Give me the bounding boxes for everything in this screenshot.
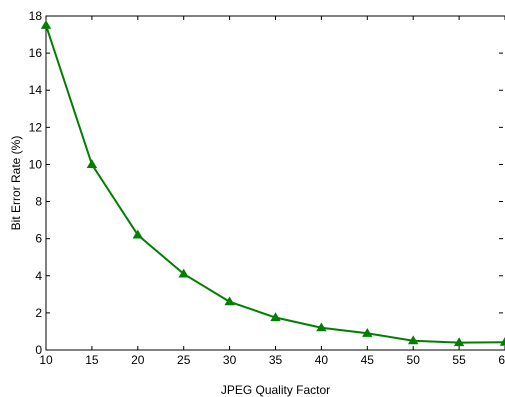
x-tick-label: 15 bbox=[85, 353, 99, 367]
y-tick-label: 10 bbox=[29, 157, 43, 171]
data-point-marker bbox=[362, 328, 373, 337]
data-point-marker bbox=[132, 229, 143, 239]
x-tick-label: 40 bbox=[315, 353, 329, 367]
data-point-marker bbox=[499, 336, 505, 346]
y-tick-label: 18 bbox=[29, 9, 43, 23]
x-tick-label: 35 bbox=[269, 353, 283, 367]
data-point-marker bbox=[270, 312, 281, 322]
data-point-marker bbox=[178, 268, 189, 278]
y-axis-title: Bit Error Rate (%) bbox=[9, 136, 23, 231]
x-tick-label: 55 bbox=[452, 353, 466, 367]
series-line bbox=[45, 24, 505, 344]
y-tick-label: 16 bbox=[29, 46, 43, 60]
series-layer bbox=[40, 19, 505, 347]
x-axis: 10 15 20 25 30 35 40 45 50 55 60 bbox=[39, 16, 505, 367]
x-tick-label: 50 bbox=[407, 353, 421, 367]
data-point-marker bbox=[408, 335, 419, 345]
x-axis-title: JPEG Quality Factor bbox=[221, 383, 330, 397]
x-tick-label: 45 bbox=[361, 353, 375, 367]
data-point-marker bbox=[86, 159, 98, 168]
y-axis: 0 2 4 6 8 10 12 14 16 18 bbox=[29, 9, 503, 357]
data-point-marker bbox=[224, 296, 235, 306]
x-tick-label: 10 bbox=[39, 353, 53, 367]
plot-frame bbox=[45, 15, 505, 351]
y-tick-label: 8 bbox=[35, 195, 42, 209]
data-point-marker bbox=[40, 19, 52, 29]
y-tick-label: 4 bbox=[35, 269, 42, 283]
x-tick-label: 20 bbox=[131, 353, 145, 367]
plot-border bbox=[45, 15, 505, 351]
x-tick-label: 25 bbox=[177, 353, 191, 367]
y-tick-label: 14 bbox=[29, 83, 43, 97]
data-point-marker bbox=[316, 322, 327, 332]
x-tick-label: 60 bbox=[498, 353, 505, 367]
x-tick-label: 30 bbox=[223, 353, 237, 367]
data-point-marker bbox=[453, 337, 465, 347]
y-tick-label: 2 bbox=[35, 306, 42, 320]
y-tick-label: 6 bbox=[35, 232, 42, 246]
y-tick-label: 0 bbox=[35, 343, 42, 357]
y-tick-label: 12 bbox=[29, 120, 43, 134]
